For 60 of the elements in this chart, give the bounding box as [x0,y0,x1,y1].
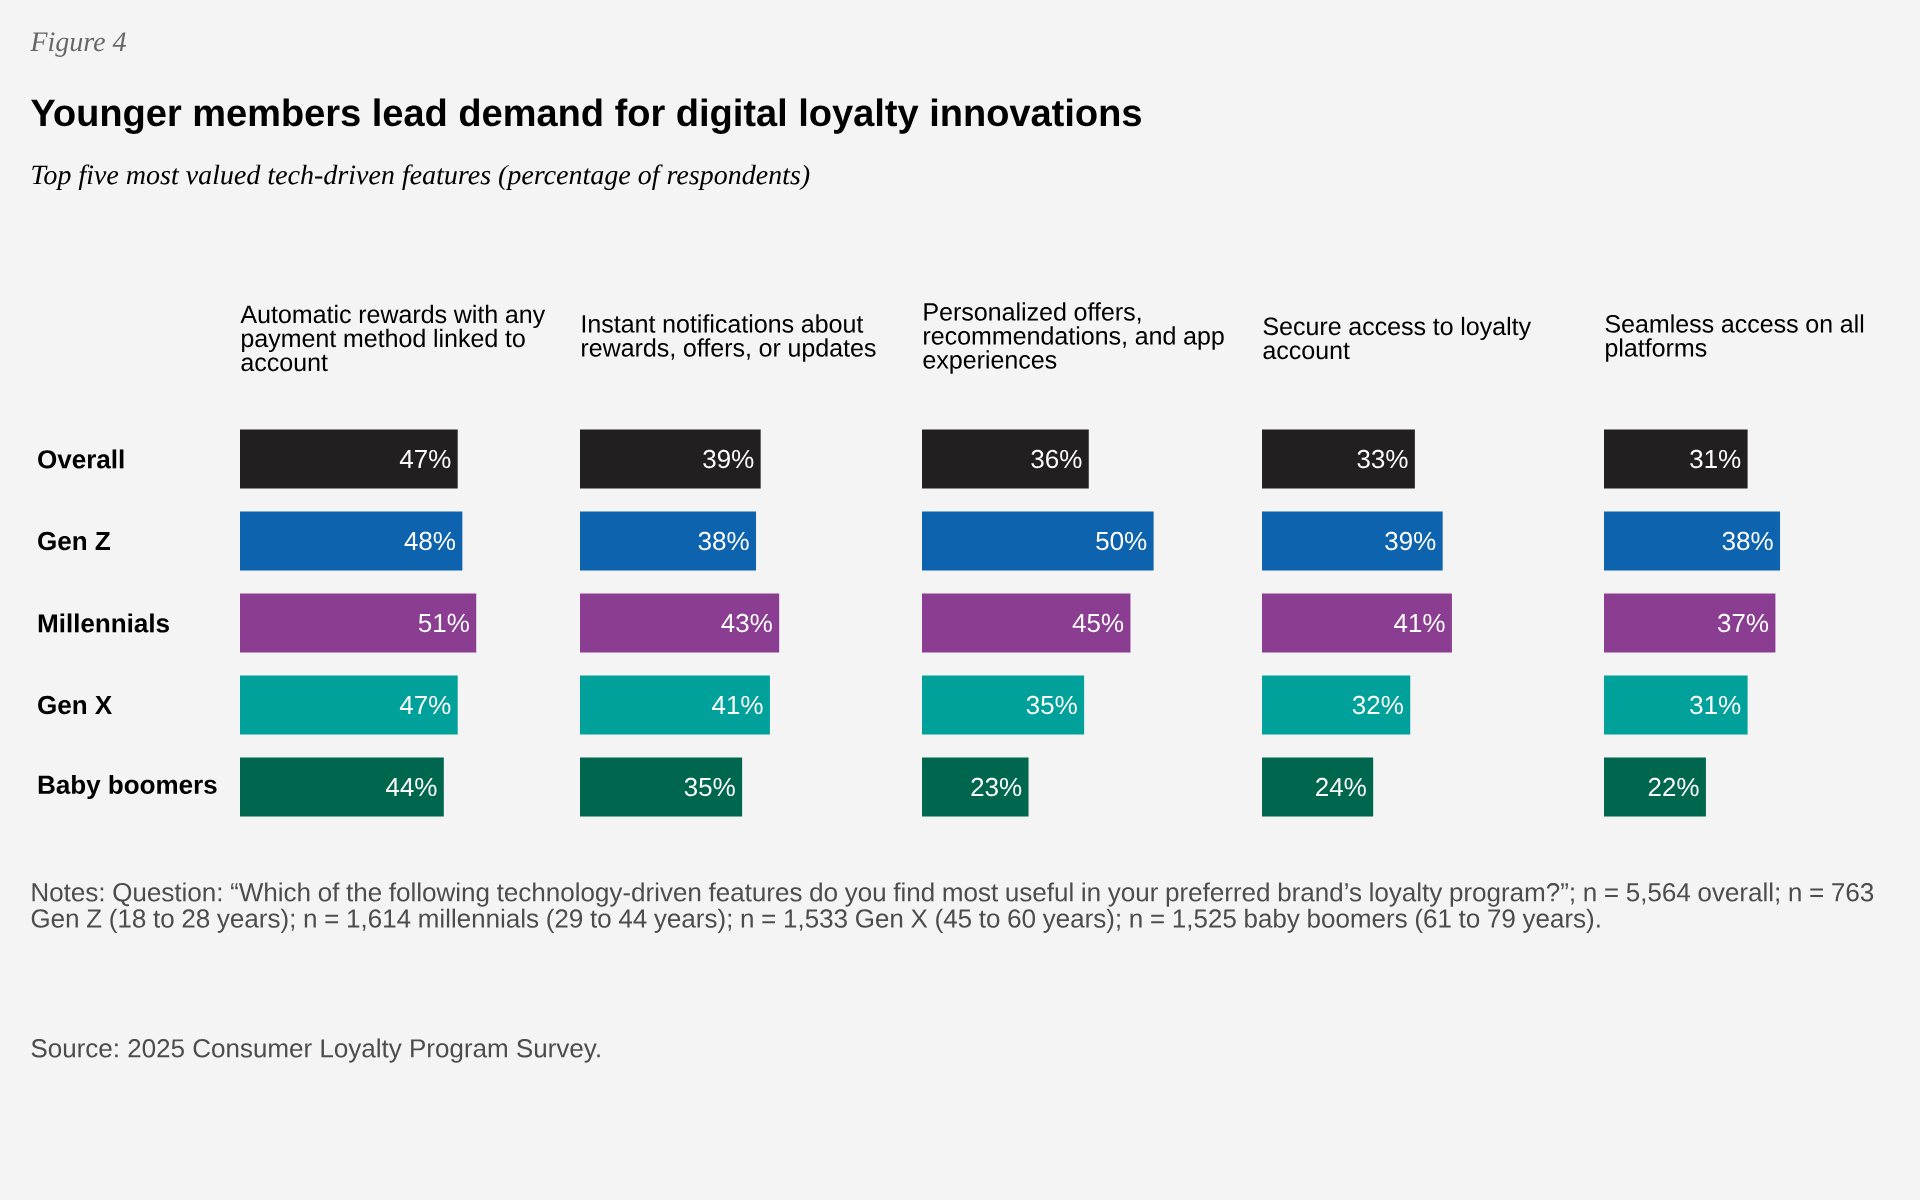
bar [922,429,1089,489]
bar [580,757,743,817]
data-label: 47% [399,695,451,715]
data-label: 36% [1031,449,1082,469]
text: Younger members lead demand for digital loyalty innovations [31,98,1141,134]
chart-title: Secure access to loyalty account [1263,316,1532,360]
bar [580,593,780,653]
y-tick-label: Gen Z [38,531,110,551]
bar [1262,593,1452,653]
data-label: 39% [1385,531,1436,551]
y-tick-label: Gen X [38,695,112,715]
data-label: 35% [1026,695,1077,715]
chart-title: Automatic rewards with any payment method linked to account [240,304,546,372]
bar [922,757,1029,817]
data-label: 47% [399,449,451,469]
chart-title: Instant notifications about rewards, offers, or updates [582,314,876,362]
data-label: 41% [712,695,763,715]
text: Notes: Question: “Which of the following technology-driven features do you find most useful in your preferred brand’s loyalty program?”; n = 5,564 overall; n = 763 Gen Z (18 to 28 years); n = 1,614 millennials (29 to 44 years); n = 1,533 Gen X (45 to 60 years); n = 1,525 baby boomers (61 to 79 years). [31,882,1874,933]
chart-title: Seamless access on all platforms [1605,314,1864,362]
data-label: 31% [1690,695,1741,715]
bar [1604,593,1776,653]
bar [1604,757,1706,817]
data-label: 37% [1717,613,1769,633]
source-note: Source: 2025 Consumer Loyalty Program Survey. [31,1038,600,1063]
data-label: 33% [1357,449,1408,469]
y-tick-label: Millennials [38,613,169,633]
data-label: 50% [1096,531,1147,551]
data-label: 31% [1690,449,1741,469]
bar [1604,511,1781,571]
data-label: 45% [1072,613,1124,633]
bar [922,593,1131,653]
data-label: 24% [1316,777,1366,797]
data-label: 51% [418,613,469,633]
data-label: 39% [703,449,754,469]
caption: Figure 4 [30,32,126,57]
bar [922,511,1154,571]
bar [580,429,761,489]
data-label: 23% [971,777,1022,797]
data-label: 32% [1352,695,1403,715]
bar [1262,511,1443,571]
data-label: 38% [1722,531,1773,551]
text: Top five most valued tech-driven features (percentage of respondents) [32,164,810,191]
data-label: 44% [385,777,437,797]
data-label: 43% [721,613,772,633]
data-label: 22% [1648,777,1699,797]
data-label: 35% [684,777,735,797]
bar [922,675,1085,735]
y-tick-label: Baby boomers [38,774,217,800]
y-tick-label: Overall [38,449,124,469]
data-label: 48% [404,531,456,551]
data-label: 38% [698,531,749,551]
bar [580,675,770,735]
bar [1604,429,1748,489]
data-label: 41% [1394,613,1445,633]
chart-title: Personalized offers, recommendations, and app experiences [923,302,1224,374]
bar [1262,675,1411,735]
bar [1262,757,1374,817]
bar [580,511,757,571]
bar [1262,429,1415,489]
bar [1604,675,1748,735]
